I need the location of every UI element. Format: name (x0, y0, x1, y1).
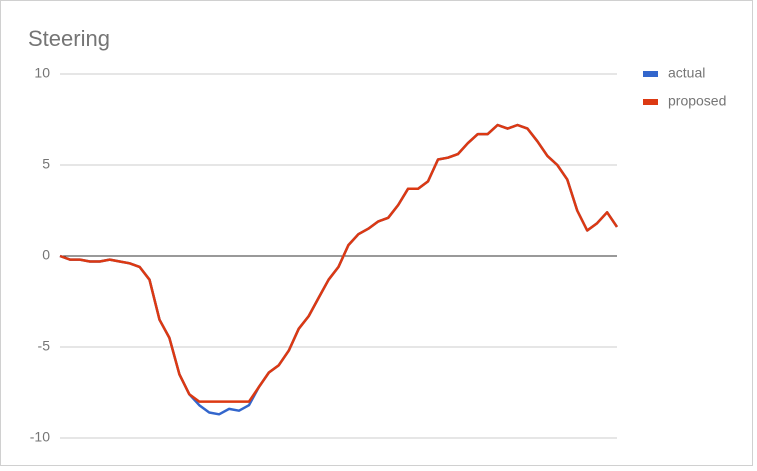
y-tick-label: 0 (42, 247, 50, 263)
y-tick-label: 5 (42, 156, 50, 172)
y-tick-label: 10 (34, 65, 50, 81)
legend-swatch (643, 99, 658, 105)
legend-swatch (643, 71, 658, 77)
y-tick-label: -10 (30, 429, 50, 445)
legend-label: actual (668, 65, 705, 81)
series-line (59, 123, 619, 403)
y-tick-label: -5 (38, 338, 51, 354)
chart-title: Steering (28, 26, 110, 51)
legend-label: proposed (668, 93, 726, 109)
